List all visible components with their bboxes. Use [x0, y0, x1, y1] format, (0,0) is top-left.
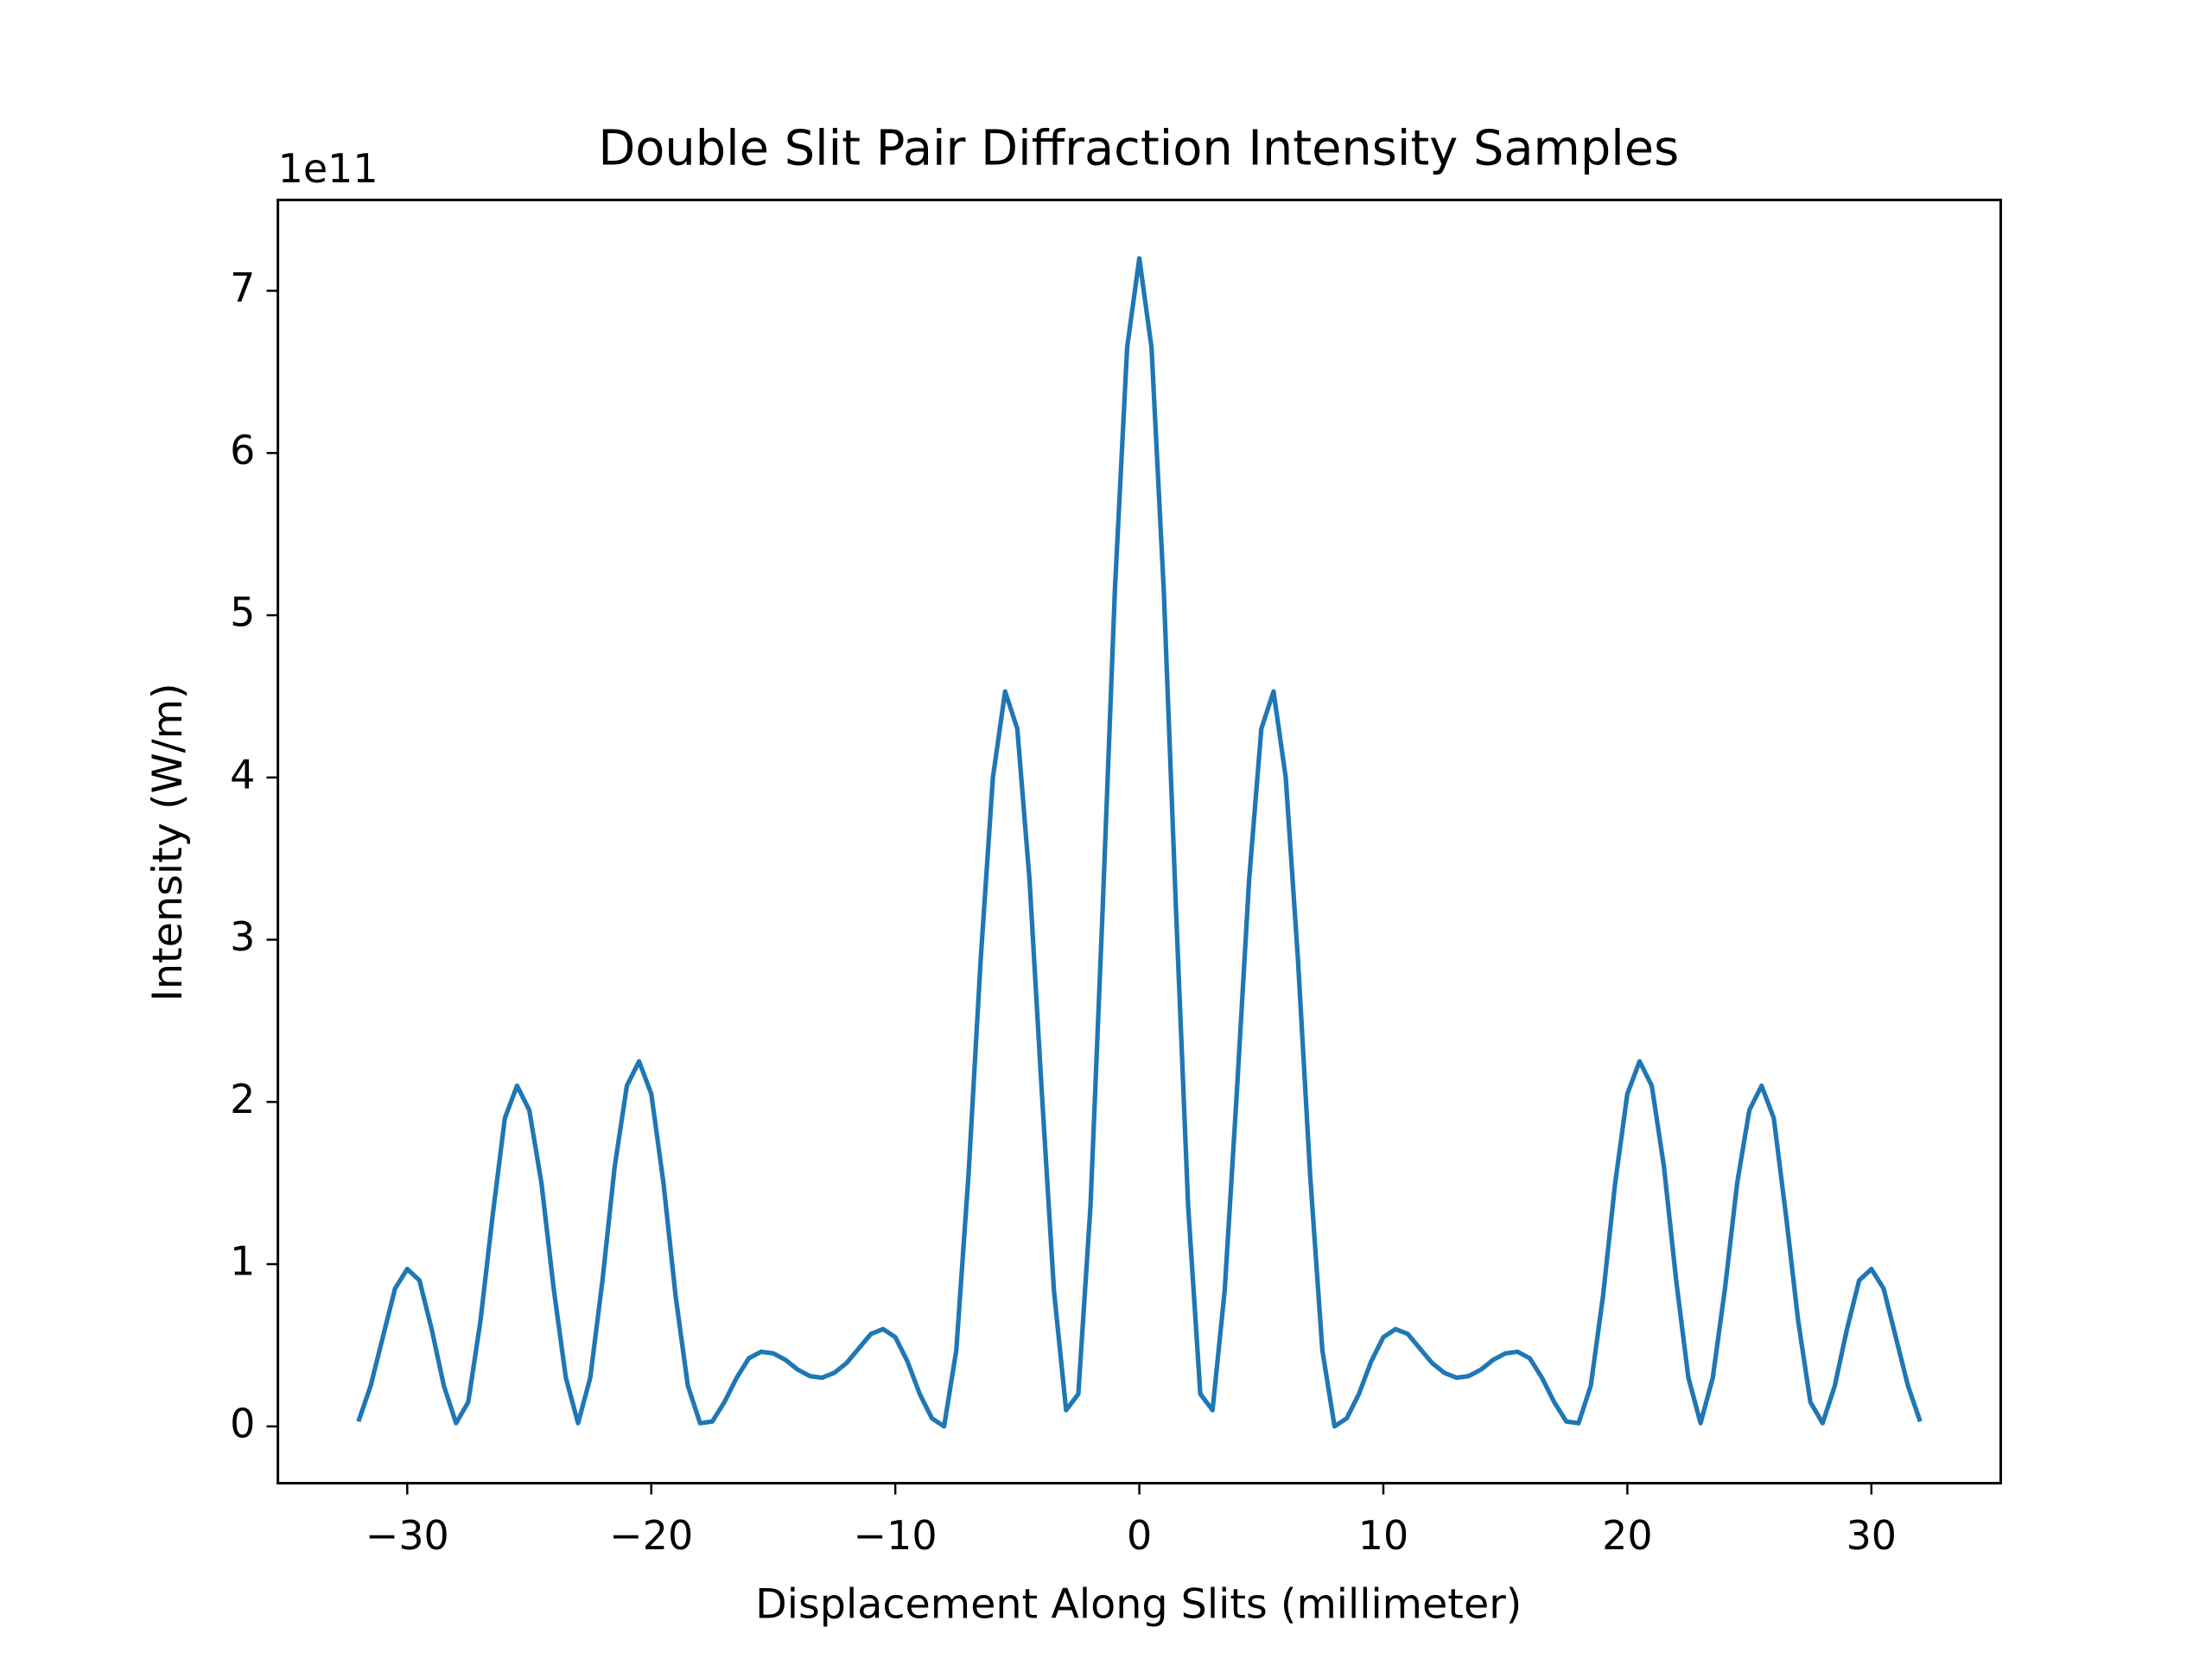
y-tick-label: 0	[230, 1400, 255, 1446]
x-tick-label: 0	[1127, 1512, 1152, 1559]
y-offset-label: 1e11	[278, 145, 378, 192]
x-tick-label: −30	[365, 1512, 449, 1559]
plot-frame	[276, 198, 2002, 1484]
y-axis-label: Intensity (W/m)	[144, 683, 192, 1001]
y-tick-label: 4	[230, 751, 255, 798]
x-tick-label: 20	[1602, 1512, 1652, 1559]
x-tick-label: −10	[854, 1512, 938, 1559]
x-tick-label: −20	[609, 1512, 693, 1559]
y-tick-label: 5	[230, 589, 255, 636]
x-axis-label: Displacement Along Slits (millimeter)	[755, 1580, 1522, 1628]
x-tick-label: 30	[1847, 1512, 1897, 1559]
y-tick-label: 1	[230, 1238, 255, 1285]
data-line	[356, 256, 1923, 1429]
x-tick-label: 10	[1358, 1512, 1408, 1559]
y-tick-label: 2	[230, 1076, 255, 1122]
chart-title: Double Slit Pair Diffraction Intensity S…	[598, 121, 1679, 177]
y-tick-label: 7	[230, 264, 255, 311]
y-tick-label: 3	[230, 913, 255, 960]
y-tick-label: 6	[230, 427, 255, 474]
